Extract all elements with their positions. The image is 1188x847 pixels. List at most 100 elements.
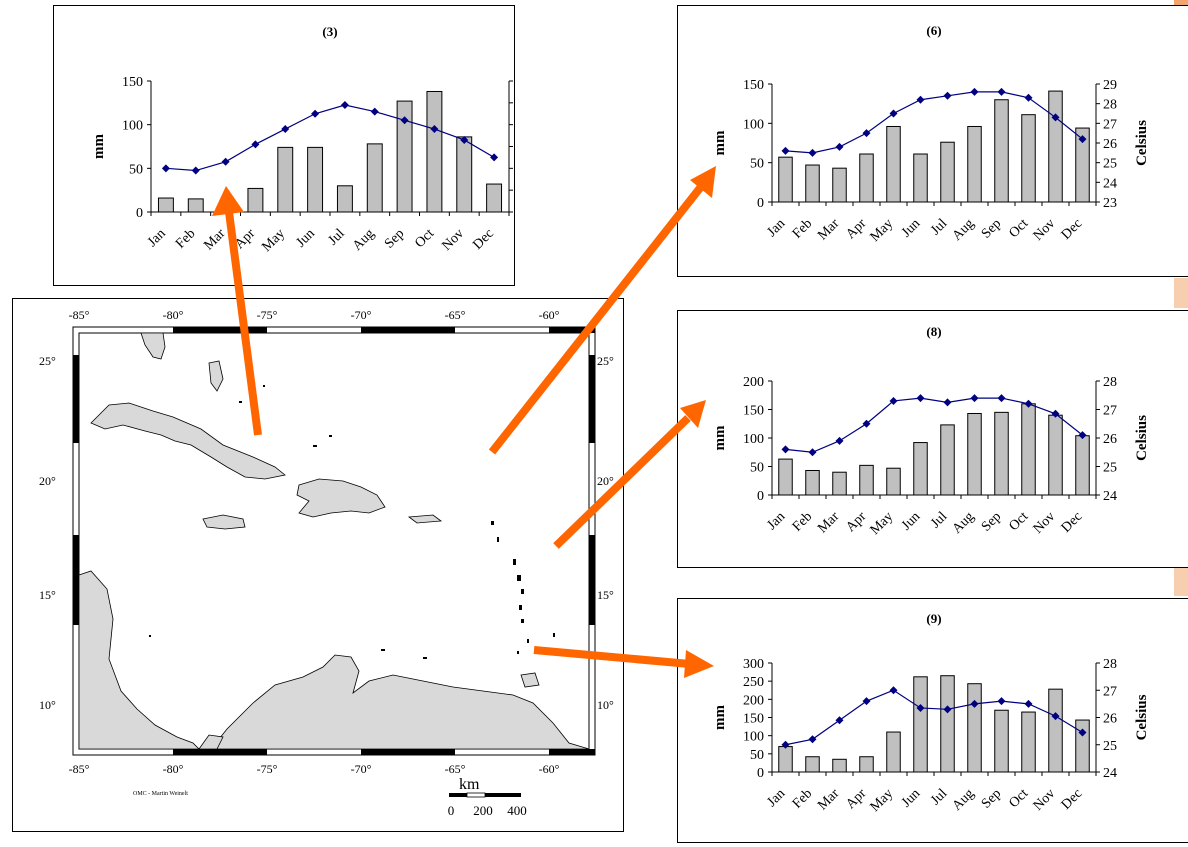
temperature-point — [943, 705, 952, 714]
x-tick-label: Dec — [470, 226, 497, 253]
x-tick-label: Apr — [843, 216, 869, 242]
rainfall-bar — [307, 146, 324, 213]
y2-axis-title: Celsius — [1134, 120, 1150, 166]
temperature-point — [430, 125, 439, 134]
y-tick-label: 150 — [122, 75, 143, 90]
x-tick-label: Aug — [950, 786, 978, 814]
y2-tick-label: 25 — [1103, 739, 1117, 754]
temperature-point — [281, 125, 290, 134]
temperature-point — [1051, 113, 1060, 122]
temperature-point — [1078, 728, 1087, 737]
temperature-point — [1051, 712, 1060, 721]
frame-segment — [173, 749, 267, 755]
x-tick-label: Apr — [843, 786, 869, 812]
temperature-point — [311, 109, 320, 118]
chart-title: (9) — [926, 611, 941, 626]
temperature-point — [490, 153, 499, 162]
y-axis-title: mm — [712, 425, 728, 450]
lat-label-right: 15° — [597, 588, 614, 602]
x-tick-label: Jun — [899, 216, 923, 240]
x-tick-label: Feb — [790, 216, 815, 241]
temperature-point — [191, 166, 200, 175]
rainfall-bar — [1021, 403, 1036, 496]
central-america-land — [78, 570, 200, 750]
y2-tick-label: 26 — [1103, 432, 1117, 447]
y2-tick-label: 23 — [1103, 196, 1117, 211]
x-tick-label: Jan — [765, 786, 789, 810]
lon-label-bottom: -80° — [163, 762, 184, 776]
x-tick-label: Jun — [899, 786, 923, 810]
temperature-point — [1078, 135, 1087, 144]
climate-chart-9: (9) 0 50 100 150 200 250 300 24 25 26 27 28 Jan Feb Mar… — [677, 598, 1188, 843]
rainfall-bar — [886, 467, 901, 496]
y-tick-label: 50 — [750, 748, 764, 763]
lon-label-bottom: -75° — [257, 762, 278, 776]
y-axis-title: mm — [712, 705, 728, 730]
frame-segment — [589, 535, 595, 625]
rainfall-bar — [778, 746, 793, 773]
x-tick-label: Jul — [326, 226, 348, 248]
rainfall-bar — [940, 141, 955, 203]
y2-tick-label: 29 — [1103, 78, 1117, 93]
chart-title: (6) — [926, 23, 941, 38]
lat-label-left: 15° — [39, 588, 56, 602]
rainfall-bar — [805, 469, 820, 496]
y2-axis-title: Celsius — [1134, 694, 1150, 740]
rainfall-bar — [832, 471, 847, 496]
lon-label-top: -80° — [163, 308, 184, 322]
frame-segment — [173, 327, 267, 333]
temperature-point — [835, 436, 844, 445]
y-tick-label: 0 — [757, 196, 764, 211]
temperature-point — [997, 394, 1006, 403]
rainfall-bar — [859, 153, 874, 203]
rainfall-bar — [778, 156, 793, 203]
lesser-antilles-islands — [149, 385, 555, 659]
x-tick-label: Aug — [350, 226, 378, 254]
temperature-point — [1024, 399, 1033, 408]
x-tick-label: Dec — [1059, 509, 1086, 536]
rainfall-bar — [187, 198, 204, 213]
rainfall-bar — [994, 709, 1009, 773]
x-tick-label: Aug — [950, 216, 978, 244]
rainfall-bar — [994, 411, 1009, 496]
y2-tick-label: 24 — [1103, 176, 1117, 191]
rainfall-bar — [366, 143, 383, 213]
y2-tick-label: 28 — [1103, 98, 1117, 113]
scale-bar-segment — [485, 793, 521, 797]
x-tick-label: Oct — [412, 226, 437, 251]
x-tick-label: Mar — [815, 509, 842, 536]
map-credit: OMC - Martin Weinelt — [133, 791, 188, 797]
y-tick-label: 150 — [743, 712, 764, 727]
lon-label-top: -60° — [539, 308, 560, 322]
temperature-point — [943, 91, 952, 100]
chart-title: (3) — [322, 24, 337, 39]
y2-tick-label: 26 — [1103, 712, 1117, 727]
rainfall-bar — [832, 758, 847, 773]
x-tick-label: Jan — [145, 226, 169, 250]
y2-tick-label: 25 — [1103, 157, 1117, 172]
lon-label-top: -85° — [69, 308, 90, 322]
caribbean-map: -85° -80° -75° -70° -65° -60° -85° -80° … — [12, 298, 624, 832]
x-tick-label: May — [259, 226, 288, 255]
temperature-point — [889, 109, 898, 118]
x-tick-label: Oct — [1006, 509, 1031, 534]
hispaniola-land — [296, 478, 386, 518]
rainfall-bar — [913, 676, 928, 773]
x-tick-label: Mar — [815, 786, 842, 813]
temperature-point — [970, 699, 979, 708]
rainfall-bar — [967, 412, 982, 496]
y-tick-label: 200 — [743, 375, 764, 390]
rainfall-bar — [1021, 711, 1036, 773]
y2-tick-label: 24 — [1103, 766, 1117, 781]
y-tick-label: 0 — [136, 206, 143, 221]
rainfall-bar — [486, 183, 503, 213]
lat-label-left: 20° — [39, 474, 56, 488]
rainfall-bar — [940, 675, 955, 773]
temperature-point — [1024, 93, 1033, 102]
x-tick-label: Nov — [439, 226, 467, 254]
scale-unit: km — [459, 776, 480, 793]
rainfall-bar — [859, 464, 874, 496]
temperature-point — [370, 107, 379, 116]
rainfall-bar — [456, 136, 473, 213]
lon-label-bottom: -65° — [445, 762, 466, 776]
